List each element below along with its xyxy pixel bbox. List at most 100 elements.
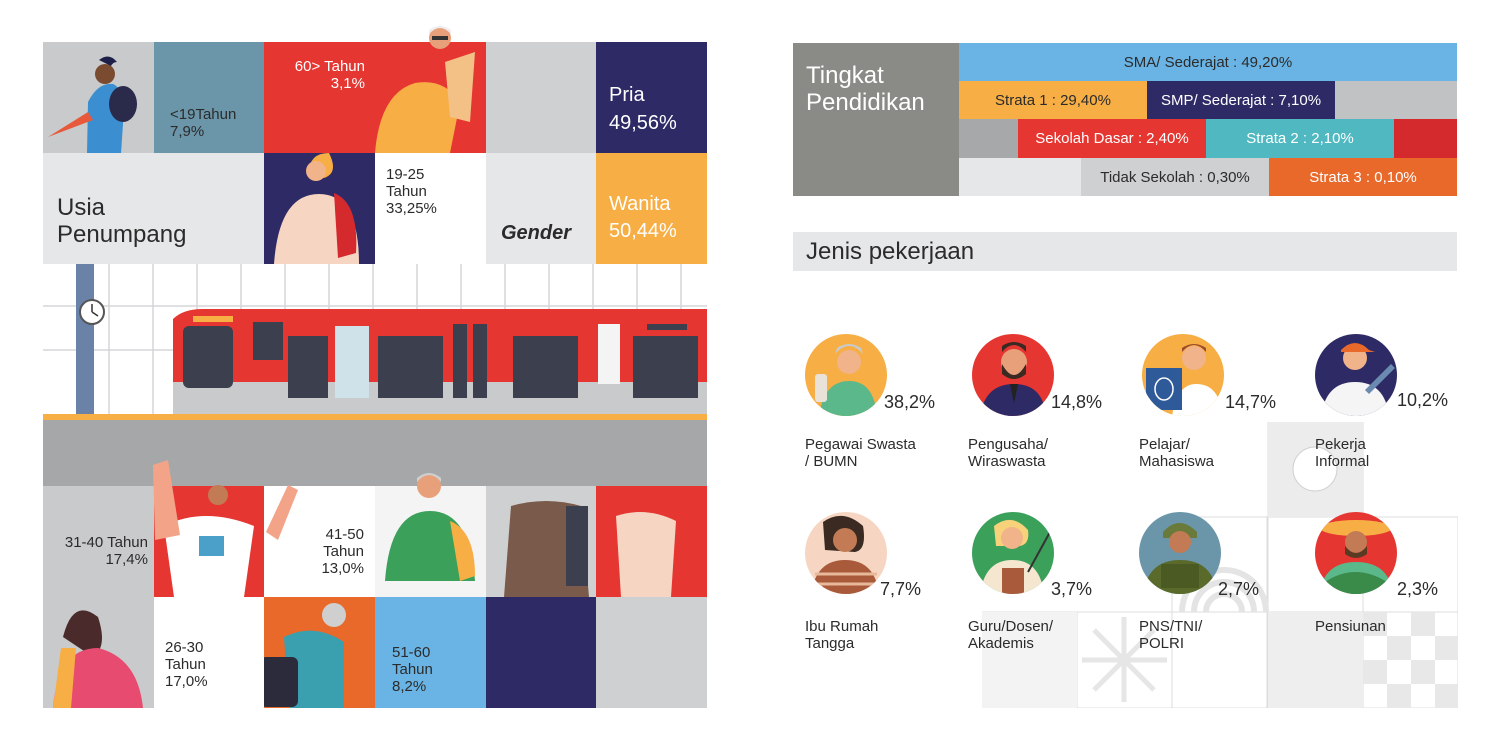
jobs-title-bar: Jenis pekerjaan: [793, 232, 1457, 271]
worker-wrench-icon: [1321, 343, 1395, 416]
passenger-figure-icon: [48, 56, 137, 153]
waving-arms-icon: [153, 460, 298, 540]
age41-50-value: 13,0%: [321, 560, 364, 577]
age51-60-value: 8,2%: [392, 678, 427, 695]
waving-figure-icon: [164, 516, 254, 597]
seated-woman-icon: [53, 610, 143, 708]
over60-value: 3,1%: [330, 75, 365, 92]
job-label1-informal-worker: Pekerja: [1315, 436, 1366, 453]
cell-over60: 60> Tahun 3,1%: [264, 42, 375, 153]
cell-19-25: 19-25 Tahun 33,25%: [375, 153, 486, 264]
cell-gender-title: Gender: [486, 153, 596, 264]
job-pct-housewife: 7,7%: [880, 579, 922, 599]
cell-backpacker-figure: [264, 153, 375, 264]
job-icon-entrepreneur: [972, 334, 1054, 416]
age31-40-value: 17,4%: [105, 551, 148, 568]
cell-title: Usia Penumpang: [43, 153, 264, 264]
train-station-illustration: [43, 264, 707, 486]
age31-40-label: 31-40 Tahun: [64, 534, 148, 551]
cell-gray-1: [486, 42, 596, 153]
cheering-couple-icon: [504, 501, 676, 597]
age26-30-value: 17,0%: [165, 673, 208, 690]
cell-male: Pria 49,56%: [596, 42, 707, 153]
age41-50-label1: 41-50: [325, 526, 364, 543]
age19-25-label1: 19-25: [386, 166, 425, 183]
edu-sd: Sekolah Dasar : 2,40%: [1018, 119, 1206, 158]
job-label2-private-employee: / BUMN: [805, 453, 858, 470]
elder-head-icon: [429, 26, 451, 49]
soldier-icon: [1143, 523, 1217, 594]
student-reading-icon: [1146, 344, 1222, 416]
male-label: Pria: [609, 84, 645, 106]
edu-s1: Strata 1 : 29,40%: [959, 81, 1147, 119]
job-label1-civil-servant: PNS/TNI/: [1139, 618, 1203, 635]
cell-51-60: 51-60 Tahun 8,2%: [375, 597, 486, 708]
edu-s2: Strata 2 : 2,10%: [1206, 119, 1394, 158]
elderly-man-head-icon: [417, 473, 441, 498]
farmer-icon: [1319, 520, 1393, 594]
edu-none: Tidak Sekolah : 0,30%: [1081, 158, 1269, 196]
age19-25-value: 33,25%: [386, 200, 437, 217]
cell-31-40: 31-40 Tahun 17,4%: [43, 486, 154, 597]
job-pct-private-employee: 38,2%: [884, 392, 936, 412]
edu-smp: SMP/ Sederajat : 7,10%: [1147, 81, 1335, 119]
edu-filler-2: [959, 119, 1018, 158]
job-icon-private-employee: [805, 334, 887, 416]
age26-30-label1: 26-30: [165, 639, 204, 656]
job-label2-housewife: Tangga: [805, 635, 855, 652]
job-label1-retiree: Pensiunan: [1315, 618, 1386, 635]
job-label1-private-employee: Pegawai Swasta: [805, 436, 916, 453]
job-label1-teacher: Guru/Dosen/: [968, 618, 1054, 635]
age51-60-label1: 51-60: [392, 644, 431, 661]
job-icon-retiree: [1315, 512, 1397, 594]
cell-26-30: 26-30 Tahun 17,0%: [154, 597, 264, 708]
cell-couple-figure: [486, 486, 707, 597]
female-label: Wanita: [609, 193, 671, 215]
education-title-line2: Pendidikan: [806, 89, 925, 116]
female-value: 50,44%: [609, 220, 677, 242]
backpacker-figure-icon: [274, 153, 359, 264]
edu-s3: Strata 3 : 0,10%: [1269, 158, 1457, 196]
under19-value: 7,9%: [170, 123, 205, 140]
education-title-line1: Tingkat: [806, 62, 884, 89]
job-icon-housewife: [805, 512, 887, 594]
job-pct-teacher: 3,7%: [1051, 579, 1093, 599]
office-worker-icon: [815, 344, 877, 416]
gender-title: Gender: [500, 222, 571, 244]
businessman-icon: [980, 342, 1046, 416]
job-pct-civil-servant: 2,7%: [1218, 579, 1260, 599]
job-icon-informal-worker: [1315, 334, 1397, 416]
male-value: 49,56%: [609, 112, 677, 134]
station-scene: [43, 264, 707, 486]
job-icon-civil-servant: [1139, 512, 1221, 594]
under19-label: <19Tahun: [170, 106, 237, 123]
edu-sma: SMA/ Sederajat : 49,20%: [959, 43, 1457, 81]
job-label1-housewife: Ibu Rumah: [805, 618, 879, 635]
jobs-title: Jenis pekerjaan: [806, 238, 975, 265]
job-label2-civil-servant: POLRI: [1139, 635, 1185, 652]
age51-60-label2: Tahun: [392, 661, 433, 678]
edu-filler-4: [959, 158, 1081, 196]
job-pct-entrepreneur: 14,8%: [1051, 392, 1103, 412]
cell-gray-filler: [596, 597, 707, 708]
job-label2-teacher: Akademis: [968, 635, 1034, 652]
age41-50-label2: Tahun: [323, 543, 364, 560]
cell-traveller-figure: [264, 597, 375, 708]
job-pct-retiree: 2,3%: [1397, 579, 1439, 599]
job-label2-entrepreneur: Wiraswasta: [968, 453, 1046, 470]
cell-female: Wanita 50,44%: [596, 153, 707, 264]
cell-green-figure: [375, 486, 486, 597]
job-label2-informal-worker: Informal: [1315, 453, 1370, 470]
backpack-man-icon: [385, 511, 475, 581]
education-title-box: Tingkat Pendidikan: [793, 43, 959, 196]
age26-30-label2: Tahun: [165, 656, 206, 673]
elder-figure-icon: [375, 52, 475, 153]
job-label1-student: Pelajar/: [1139, 436, 1190, 453]
cell-navy-filler: [486, 597, 596, 708]
decorative-pattern-icon: [982, 422, 1458, 708]
job-label1-entrepreneur: Pengusaha/: [968, 436, 1049, 453]
age-title-line1: Usia: [57, 194, 106, 221]
job-icon-teacher: [972, 512, 1054, 594]
edu-filler-3: [1394, 119, 1457, 158]
age-title-line2: Penumpang: [57, 221, 187, 248]
